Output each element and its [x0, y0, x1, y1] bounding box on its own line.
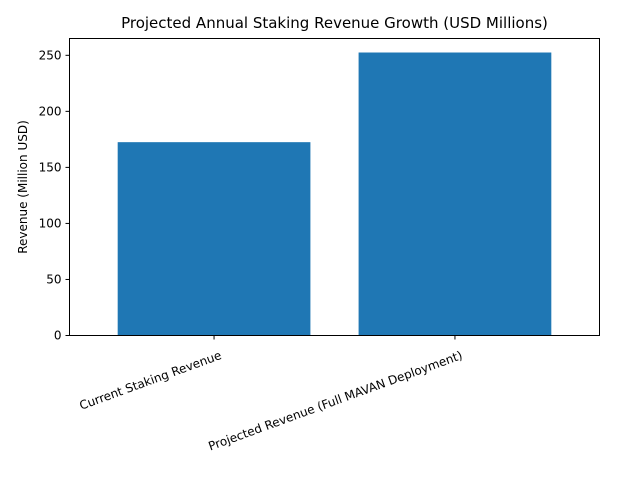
bar-1	[117, 142, 311, 336]
y-tick-label: 100	[39, 216, 62, 230]
x-tick-label: Projected Revenue (Full MAVAN Deployment…	[206, 348, 464, 453]
y-tick-label: 250	[39, 48, 62, 62]
y-tick-label: 50	[46, 272, 61, 286]
y-tick-label: 200	[39, 104, 62, 118]
y-tick-label: 0	[54, 329, 62, 343]
chart-title: Projected Annual Staking Revenue Growth …	[121, 14, 548, 32]
bar-2	[358, 52, 552, 336]
y-tick-label: 150	[39, 160, 62, 174]
bars-group	[117, 52, 552, 336]
plot-frame	[69, 38, 600, 336]
y-axis-label: Revenue (Million USD)	[16, 120, 30, 254]
x-tick-label: Current Staking Revenue	[77, 348, 223, 413]
y-axis: 0 50 100 150 200 250	[39, 48, 70, 343]
